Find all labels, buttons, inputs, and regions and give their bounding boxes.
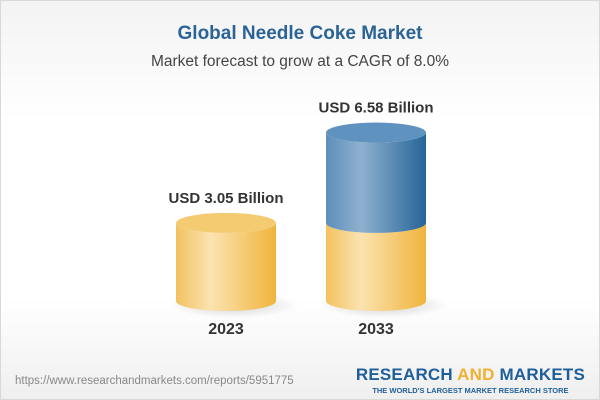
data-label-2033: USD 6.58 Billion	[318, 100, 433, 117]
bar-top-2023	[176, 212, 276, 233]
bar-2033-growth	[326, 132, 426, 233]
category-label-2023: 2023	[208, 321, 244, 338]
category-label-2033: 2033	[358, 321, 394, 338]
source-url[interactable]: https://www.researchandmarkets.com/repor…	[15, 375, 294, 387]
cylinder-chart: USD 3.05 Billion 2023 USD 6.58 Billion 2033	[168, 100, 448, 338]
bar-2033-base	[326, 222, 426, 311]
chart-title: Global Needle Coke Market	[177, 23, 423, 44]
chart-subtitle: Market forecast to grow at a CAGR of 8.0…	[150, 53, 450, 70]
bar-2023-base	[176, 222, 276, 311]
research-and-markets-logo: RESEARCH AND MARKETS THE WORLD'S LARGEST…	[355, 365, 585, 395]
data-label-2023: USD 3.05 Billion	[168, 190, 283, 207]
bar-top-2033	[326, 122, 426, 143]
